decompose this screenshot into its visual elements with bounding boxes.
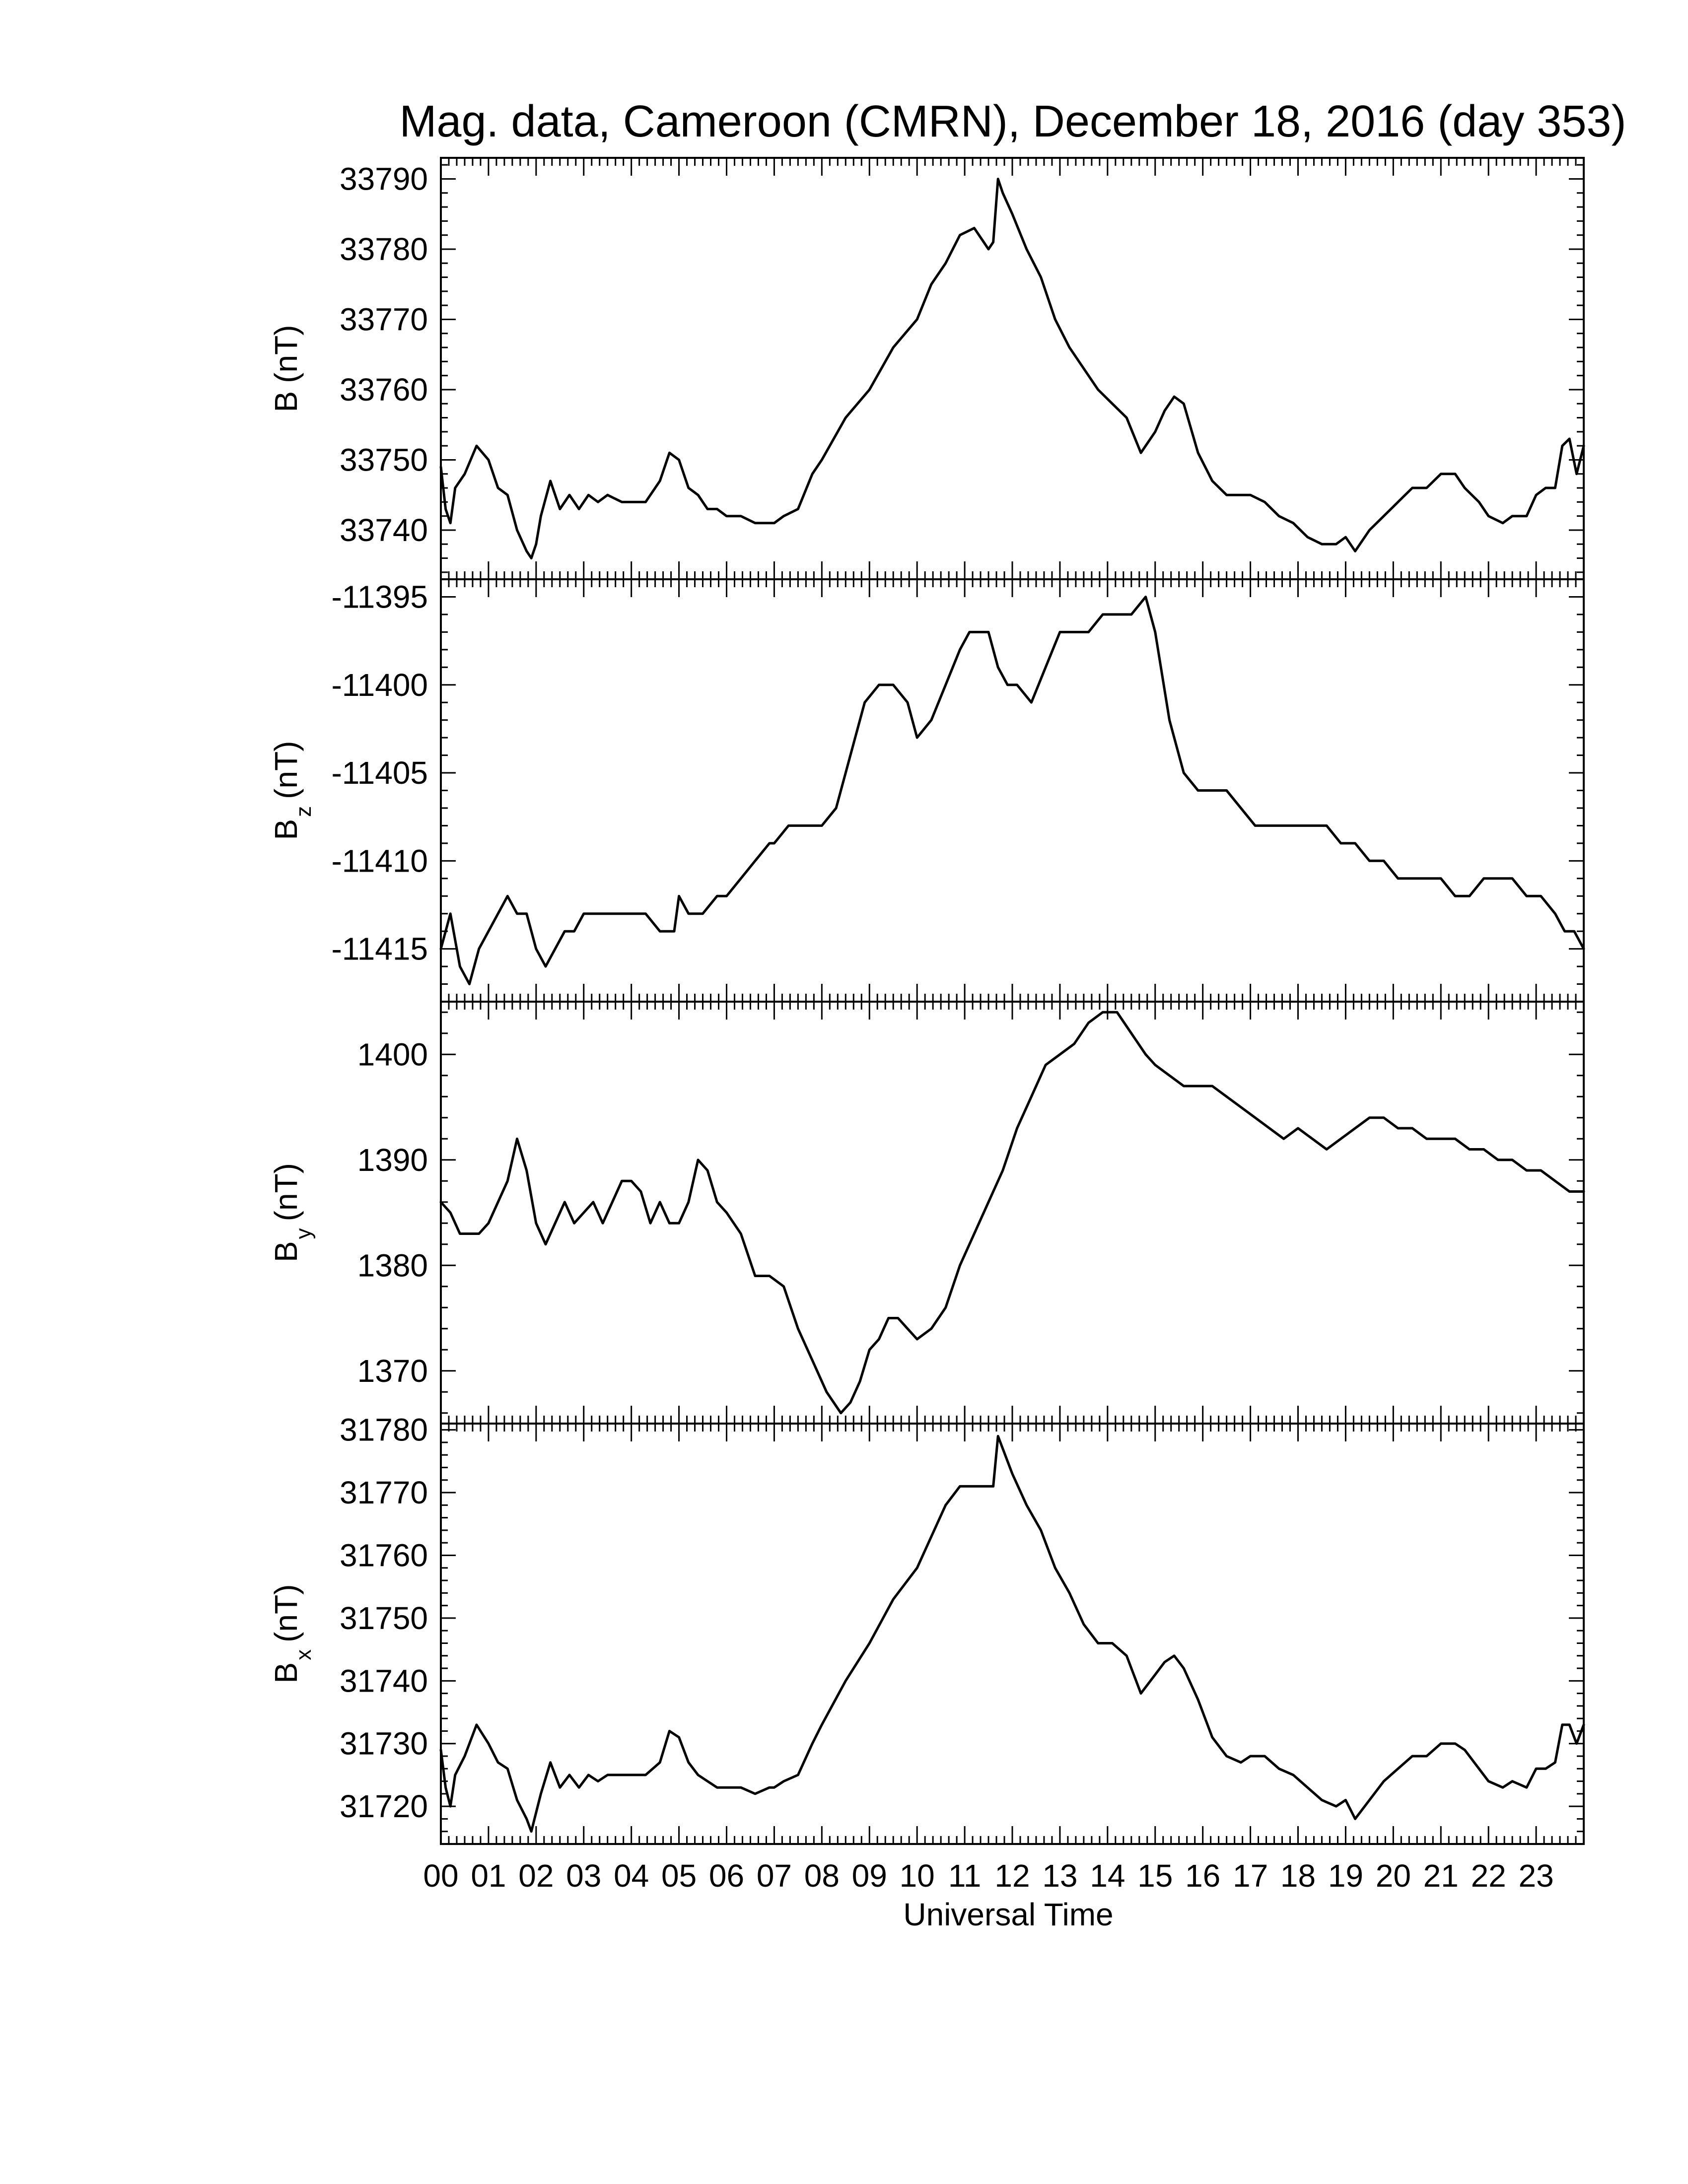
x-tick-label: 09 — [852, 1858, 887, 1894]
y-tick-label: 31760 — [340, 1537, 428, 1573]
y-axis-label: B(nT) — [268, 325, 304, 412]
data-series-line — [439, 1434, 1585, 1833]
y-tick-label: 33770 — [340, 301, 428, 337]
x-tick-label: 00 — [423, 1858, 458, 1894]
x-tick-label: 05 — [661, 1858, 697, 1894]
y-tick-label: 1380 — [357, 1247, 428, 1283]
x-tick-label: 19 — [1328, 1858, 1363, 1894]
panel-4: 31720 31730 31740 31750 31760 31770 31780 Bx(nT… — [268, 1412, 1585, 1932]
y-tick-label: 31730 — [340, 1726, 428, 1762]
x-tick-label: 07 — [757, 1858, 792, 1894]
x-tick-label: 08 — [804, 1858, 840, 1894]
y-tick-label: 1390 — [357, 1142, 428, 1178]
y-tick-label: 1370 — [357, 1353, 428, 1389]
y-tick-label: 33750 — [340, 442, 428, 478]
y-tick-label: -11395 — [331, 579, 428, 614]
x-tick-label: 06 — [709, 1858, 744, 1894]
panel-1: 33740 33750 33760 33770 33780 33790 B(nT) — [268, 157, 1585, 580]
y-tick-label: -11405 — [331, 755, 428, 791]
panel-2: -11415 -11410 -11405 -11400 -11395 Bz(nT) — [268, 578, 1585, 1003]
y-tick-label: -11410 — [331, 843, 428, 879]
y-tick-label: 33740 — [340, 512, 428, 548]
x-tick-label: 17 — [1233, 1858, 1268, 1894]
chart-title: Mag. data, Cameroon (CMRN), December 18,… — [399, 97, 1626, 146]
y-tick-label: 33780 — [340, 231, 428, 267]
x-tick-label: 10 — [900, 1858, 935, 1894]
y-tick-label: 1400 — [357, 1036, 428, 1072]
data-series-line — [439, 178, 1585, 559]
y-tick-label: 31720 — [340, 1788, 428, 1824]
x-tick-label: 01 — [471, 1858, 506, 1894]
y-tick-label: -11415 — [331, 931, 428, 967]
x-tick-label: 14 — [1090, 1858, 1125, 1894]
y-tick-label: 31780 — [340, 1412, 428, 1448]
x-tick-label: 23 — [1518, 1858, 1553, 1894]
x-tick-label: 04 — [614, 1858, 649, 1894]
x-tick-label: 11 — [948, 1858, 981, 1894]
x-tick-label: 12 — [994, 1858, 1030, 1894]
y-tick-label: 33790 — [340, 161, 428, 197]
y-tick-label: 33760 — [340, 372, 428, 408]
x-tick-label: 16 — [1185, 1858, 1220, 1894]
y-axis-label: Bz(nT) — [268, 741, 316, 840]
panels-group: 33740 33750 33760 33770 33780 33790 B(nT) -1141… — [268, 157, 1585, 1932]
x-tick-label: 20 — [1376, 1858, 1411, 1894]
y-tick-label: 31750 — [340, 1600, 428, 1636]
x-tick-label: 13 — [1042, 1858, 1077, 1894]
x-tick-label: 18 — [1280, 1858, 1316, 1894]
data-series-line — [439, 596, 1585, 985]
x-axis-label: Universal Time — [903, 1897, 1113, 1932]
x-tick-label: 22 — [1471, 1858, 1506, 1894]
y-axis-label: By(nT) — [268, 1163, 316, 1262]
x-tick-label: 02 — [518, 1858, 554, 1894]
y-tick-label: 31740 — [340, 1663, 428, 1699]
x-tick-label: 21 — [1423, 1858, 1459, 1894]
x-tick-label: 15 — [1137, 1858, 1173, 1894]
data-series-line — [439, 1011, 1585, 1415]
y-tick-label: -11400 — [331, 667, 428, 703]
y-axis-label: Bx(nT) — [268, 1584, 316, 1684]
x-tick-label: 03 — [566, 1858, 601, 1894]
y-tick-label: 31770 — [340, 1475, 428, 1510]
